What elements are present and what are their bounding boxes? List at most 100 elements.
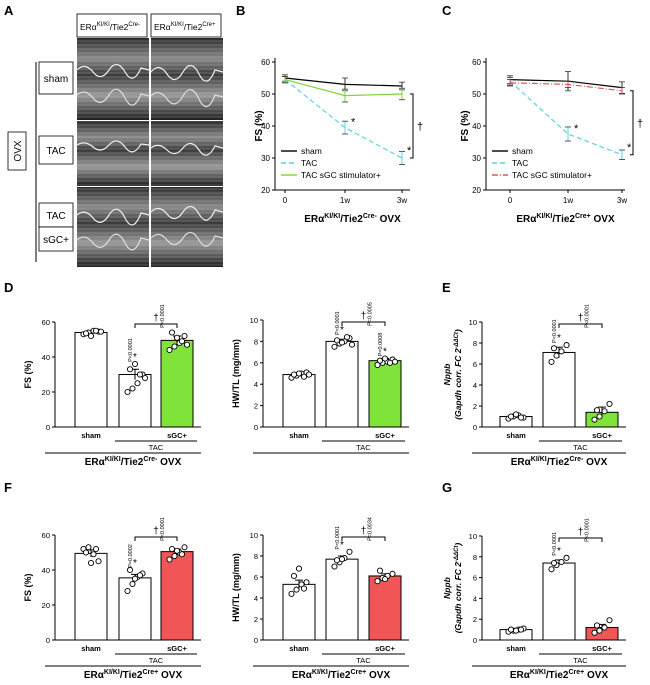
y-tick-label: 6 (473, 360, 477, 369)
x-tick-label: 3w (397, 196, 407, 205)
data-point (82, 330, 90, 337)
panel-letter-d: D (4, 280, 13, 295)
data-point (338, 556, 346, 563)
bar-2 (368, 575, 402, 641)
chart-B: 20 30 40 50 60 0 1w 3w FS (%) ERαKI/KI/Tie2Cre- O… (254, 58, 423, 225)
data-point (338, 339, 346, 346)
sig-star: * (557, 546, 561, 557)
data-point (343, 334, 351, 341)
row-box-tac2 (38, 202, 74, 228)
x-category-label: sGC+ (167, 644, 187, 653)
data-point (376, 357, 384, 364)
data-point (517, 626, 525, 633)
panel-letter-b: B (236, 3, 245, 18)
x-axis-title: ERαKI/KI/Tie2Cre+ OVX (510, 669, 609, 681)
data-point (178, 338, 186, 345)
legend-label-0: sham (301, 146, 322, 156)
y-axis-title: Nppb(Gapdh corr. FC 2-ΔΔCt) (442, 543, 463, 634)
sig-dagger: † (361, 526, 367, 537)
sig-star: * (557, 333, 561, 344)
x-tick-label: 0 (508, 196, 513, 205)
panel-letter-e: E (442, 280, 451, 295)
col-header-box-1 (76, 13, 148, 38)
y-tick-label: 4 (254, 380, 258, 389)
bracket-p-value: P<0.0001 (160, 304, 166, 328)
x-axis-title: ERαKI/KI/Tie2Cre- OVX (85, 456, 182, 468)
y-tick-label: 40 (42, 353, 50, 362)
x-axis-title-part: ERα (511, 457, 532, 468)
row-label-tac: TAC (46, 146, 65, 157)
y-tick-label: 20 (472, 186, 481, 195)
y-tick-label: 4 (254, 594, 258, 603)
bar-2 (160, 339, 194, 428)
data-point (92, 545, 100, 553)
sig-dagger: † (578, 313, 584, 324)
panel-letter-a: A (4, 3, 14, 18)
row-box-sham (38, 61, 74, 95)
p-value-label: P=0.0002 (128, 544, 134, 568)
x-axis-title-part: /Tie2 (120, 670, 143, 681)
row-box-sgc (38, 226, 74, 252)
data-point (563, 342, 570, 349)
bracket-p-value: P<0.0001 (585, 518, 591, 542)
sig-bracket (630, 90, 634, 156)
data-point (374, 578, 381, 585)
y-tick-label: 10 (469, 532, 477, 541)
sig-bracket (558, 537, 603, 542)
y-tick-label: 0 (46, 423, 50, 432)
x-tick-label: 3w (617, 196, 627, 205)
data-point (124, 388, 131, 396)
data-point (346, 548, 353, 555)
data-point (389, 570, 396, 577)
y-tick-label: 0 (254, 423, 258, 432)
x-category-label: sGC+ (167, 431, 187, 440)
sig-dagger: † (153, 526, 159, 537)
data-point (333, 557, 341, 564)
data-point (293, 586, 300, 593)
y-tick-label: 30 (472, 154, 481, 163)
data-point (85, 544, 92, 551)
y-tick-label: 0 (473, 636, 477, 645)
y-axis-title: FS (%) (23, 573, 33, 601)
data-point (331, 343, 338, 350)
x-axis-title-part: Cre- (569, 456, 584, 463)
y-tick-label: 6 (254, 359, 258, 368)
y-tick-label: 60 (472, 58, 481, 67)
chart-E: 0 2 4 6 8 10 Nppb(Gapdh corr. FC 2-ΔΔCt) sham sG… (442, 304, 626, 468)
data-point (295, 370, 303, 377)
x-axis-title-part: /Tie2 (340, 214, 363, 225)
data-point (173, 334, 181, 341)
x-category-label: sGC+ (375, 431, 395, 440)
data-point (601, 408, 608, 415)
group-label: TAC (149, 656, 164, 665)
col-header-2: ERαKI/KI/Tie2Cre+ (154, 22, 216, 32)
y-tick-label: 20 (42, 601, 50, 610)
legend-label-1: TAC (301, 158, 317, 168)
y-tick-label: 20 (261, 186, 270, 195)
y-tick-label: 60 (42, 531, 50, 540)
data-point (386, 359, 394, 366)
bracket-p-value: P<0.0001 (160, 517, 166, 541)
bracket-p-value: P=0.0005 (368, 302, 374, 326)
y-axis-title-gene: Nppb (442, 577, 452, 599)
y-axis-title: Nppb(Gapdh corr. FC 2-ΔΔCt) (442, 329, 463, 420)
data-point (553, 352, 560, 359)
y-tick-label: 50 (472, 90, 481, 99)
data-point (87, 559, 95, 567)
chart-D1: 0 20 40 60 FS (%) sham sGC+TAC ERαKI/KI/Tie2Cre… (23, 304, 201, 468)
bar-1 (325, 340, 359, 428)
sig-dagger: † (417, 121, 423, 133)
data-point (131, 575, 139, 582)
sig-star: * (351, 117, 356, 129)
y-tick-label: 2 (254, 615, 258, 624)
x-axis-title-part: KI/KI (536, 213, 552, 220)
sig-bracket (134, 323, 178, 328)
y-tick-label: 8 (473, 339, 477, 348)
data-point (606, 400, 613, 407)
legend-label-0: sham (512, 146, 533, 156)
y-axis-title-unit: (Gapdh corr. FC 2 (453, 562, 463, 634)
data-point (550, 559, 558, 567)
sig-star: * (340, 325, 344, 336)
x-category-label: sGC+ (592, 431, 612, 440)
